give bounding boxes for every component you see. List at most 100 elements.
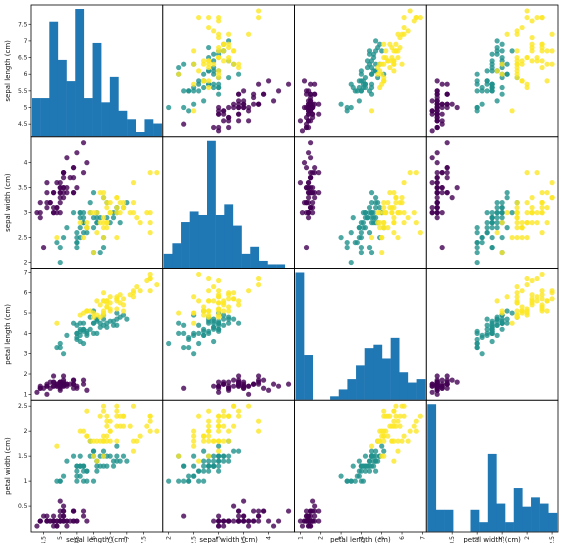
scatter-point: [449, 195, 455, 201]
scatter-point: [395, 438, 401, 444]
scatter-point: [191, 310, 197, 316]
scatter-point: [216, 389, 222, 395]
scatter-point: [64, 185, 70, 191]
scatter-point: [524, 84, 530, 91]
scatter-point: [226, 314, 232, 320]
y-tick-label: 7: [24, 38, 28, 45]
scatter-point: [383, 413, 389, 419]
scatter-point: [74, 518, 80, 524]
y-tick-label: 5: [24, 105, 28, 112]
scatter-point: [275, 88, 282, 94]
scatter-point: [147, 428, 153, 434]
scatter-point: [251, 518, 257, 524]
scatter-point: [401, 413, 407, 419]
scatter-point: [379, 433, 385, 439]
scatter-point: [221, 322, 227, 328]
scatter-point: [84, 433, 90, 439]
scatter-point: [379, 48, 385, 54]
scatter-point: [449, 101, 455, 107]
scatter-point: [191, 473, 197, 479]
scatter-point: [57, 513, 63, 519]
scatter-point: [544, 308, 550, 314]
scatter-point: [434, 185, 440, 191]
scatter-point: [206, 61, 212, 67]
scatter-point: [338, 473, 344, 479]
x-tick-label: 3.5: [241, 536, 248, 543]
hist-bar: [539, 503, 549, 532]
scatter-point: [130, 290, 137, 296]
scatter-point: [236, 408, 242, 414]
scatter-point: [216, 91, 222, 97]
scatter-point: [434, 94, 440, 101]
scatter-point: [519, 310, 525, 316]
x-tick-label: 7.5: [140, 536, 147, 543]
scatter-point: [107, 294, 113, 300]
scatter-point: [387, 190, 393, 196]
scatter-point: [514, 220, 520, 226]
scatter-point: [37, 518, 43, 524]
scatter-point: [84, 408, 90, 414]
scatter-point: [489, 51, 495, 57]
scatter-point: [514, 234, 520, 241]
scatter-point: [434, 88, 440, 94]
scatter-point: [534, 170, 540, 176]
scatter-point: [260, 508, 267, 514]
scatter-point: [358, 88, 364, 94]
scatter-point: [246, 118, 252, 124]
scatter-point: [256, 101, 262, 107]
scatter-point: [360, 463, 367, 469]
hist-bar: [487, 453, 497, 532]
y-ticks-row-1: 2 2.5 3 3.5 4: [18, 160, 31, 267]
x-ticks-col-0: 4.5 5 5.5 6 6.5 7 7.5: [41, 532, 147, 543]
scatter-point: [504, 308, 510, 314]
scatter-point: [226, 104, 232, 111]
scatter-point: [44, 383, 50, 389]
scatter-point: [474, 230, 480, 236]
scatter-point: [206, 320, 212, 326]
scatter-point: [370, 210, 377, 216]
scatter-point: [120, 423, 127, 429]
scatter-point: [303, 165, 310, 171]
scatter-point: [429, 205, 435, 211]
scatter-point: [499, 210, 505, 216]
scatter-point: [44, 190, 50, 196]
scatter-point: [84, 230, 90, 236]
scatter-point: [434, 210, 440, 216]
scatter-point: [381, 438, 387, 444]
scatter-point: [439, 111, 445, 117]
scatter-point: [316, 190, 322, 196]
scatter-point: [413, 418, 419, 424]
scatter-point: [387, 423, 393, 429]
scatter-point: [391, 68, 397, 74]
scatter-point: [201, 71, 207, 77]
scatter-point: [246, 31, 252, 37]
scatter-point: [529, 220, 535, 226]
scatter-point: [60, 508, 67, 514]
scatter-point: [206, 433, 212, 439]
scatter-point: [191, 428, 197, 434]
scatter-point: [176, 320, 182, 326]
scatter-point: [196, 413, 202, 419]
scatter-point: [226, 379, 232, 385]
x-tick-label: 5: [379, 536, 386, 540]
scatter-point: [539, 14, 545, 21]
scatter-point: [260, 385, 267, 391]
scatter-point: [57, 195, 63, 201]
scatter-point: [544, 190, 550, 196]
scatter-point: [97, 413, 103, 419]
scatter-point: [256, 379, 262, 385]
scatter-point: [494, 220, 500, 226]
scatter-point: [399, 195, 405, 201]
scatter-point: [270, 98, 277, 104]
scatter-point: [196, 271, 202, 278]
scatter-point: [206, 84, 212, 91]
scatter-point: [67, 518, 73, 524]
scatter-point: [80, 215, 87, 221]
scatter-point: [216, 308, 222, 314]
scatter-point: [60, 170, 67, 176]
scatter-point: [236, 381, 242, 387]
scatter-point: [310, 170, 316, 176]
scatter-point: [127, 423, 133, 429]
scatter-point: [186, 336, 192, 343]
scatter-point: [484, 326, 490, 332]
